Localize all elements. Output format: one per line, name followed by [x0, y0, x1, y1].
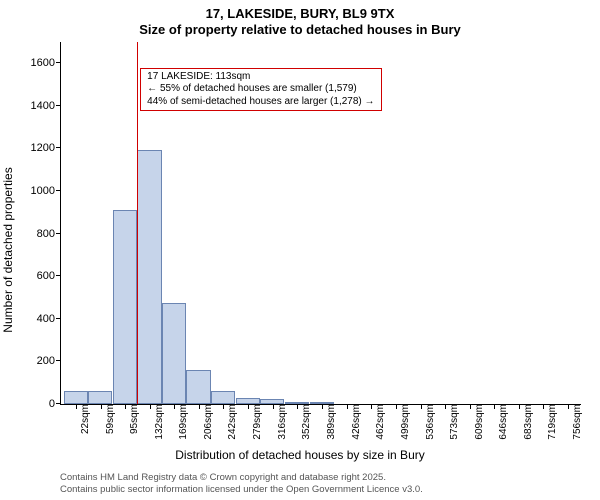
x-tick-mark: [174, 404, 175, 409]
histogram-bar: [162, 303, 186, 404]
x-tick-mark: [297, 404, 298, 409]
y-tick-mark: [56, 360, 61, 361]
x-tick-label: 756sqm: [572, 404, 583, 440]
footer-attribution: Contains HM Land Registry data © Crown c…: [60, 472, 423, 496]
x-tick-mark: [421, 404, 422, 409]
x-tick-mark: [101, 404, 102, 409]
x-tick-label: 462sqm: [375, 404, 386, 440]
x-tick-label: 206sqm: [203, 404, 214, 440]
chart-title-line1: 17, LAKESIDE, BURY, BL9 9TX: [0, 6, 600, 21]
x-tick-mark: [347, 404, 348, 409]
x-tick-label: 683sqm: [523, 404, 534, 440]
x-tick-mark: [470, 404, 471, 409]
histogram-bar: [260, 399, 284, 404]
x-tick-label: 316sqm: [277, 404, 288, 440]
y-tick-mark: [56, 233, 61, 234]
x-tick-mark: [519, 404, 520, 409]
histogram-bar: [211, 391, 235, 404]
x-tick-label: 95sqm: [129, 404, 140, 434]
x-tick-mark: [371, 404, 372, 409]
x-tick-label: 426sqm: [351, 404, 362, 440]
x-tick-label: 169sqm: [178, 404, 189, 440]
x-tick-label: 609sqm: [474, 404, 485, 440]
y-tick-label: 200: [37, 355, 55, 367]
x-tick-label: 536sqm: [425, 404, 436, 440]
histogram-bar: [113, 210, 137, 404]
histogram-bar: [236, 398, 260, 404]
histogram-bar: [186, 370, 210, 404]
histogram-bar: [285, 402, 309, 404]
x-tick-label: 22sqm: [80, 404, 91, 434]
y-tick-label: 400: [37, 313, 55, 325]
x-axis-label: Distribution of detached houses by size …: [0, 448, 600, 462]
y-tick-label: 0: [49, 398, 55, 410]
x-tick-mark: [543, 404, 544, 409]
x-tick-label: 499sqm: [400, 404, 411, 440]
x-tick-label: 132sqm: [154, 404, 165, 440]
y-tick-label: 1200: [31, 142, 55, 154]
plot-area: 0200400600800100012001400160022sqm59sqm9…: [60, 42, 581, 405]
x-tick-mark: [125, 404, 126, 409]
x-tick-label: 646sqm: [498, 404, 509, 440]
histogram-bar: [64, 391, 88, 404]
x-tick-label: 242sqm: [227, 404, 238, 440]
footer-line2: Contains public sector information licen…: [60, 484, 423, 496]
x-tick-label: 279sqm: [252, 404, 263, 440]
x-tick-mark: [150, 404, 151, 409]
y-tick-mark: [56, 403, 61, 404]
y-tick-label: 600: [37, 270, 55, 282]
x-tick-mark: [76, 404, 77, 409]
y-tick-label: 1000: [31, 185, 55, 197]
y-tick-label: 1600: [31, 57, 55, 69]
property-marker-line: [137, 42, 138, 404]
chart-title-line2: Size of property relative to detached ho…: [0, 22, 600, 37]
annotation-box: 17 LAKESIDE: 113sqm← 55% of detached hou…: [140, 68, 381, 112]
x-tick-mark: [445, 404, 446, 409]
y-tick-label: 800: [37, 228, 55, 240]
footer-line1: Contains HM Land Registry data © Crown c…: [60, 472, 423, 484]
x-tick-label: 389sqm: [326, 404, 337, 440]
x-tick-mark: [199, 404, 200, 409]
y-tick-mark: [56, 62, 61, 63]
annotation-line1: 17 LAKESIDE: 113sqm: [147, 71, 374, 84]
y-tick-mark: [56, 105, 61, 106]
x-tick-label: 573sqm: [449, 404, 460, 440]
x-tick-label: 352sqm: [301, 404, 312, 440]
y-tick-label: 1400: [31, 100, 55, 112]
annotation-line3: 44% of semi-detached houses are larger (…: [147, 96, 374, 109]
x-tick-mark: [322, 404, 323, 409]
chart-container: 17, LAKESIDE, BURY, BL9 9TX Size of prop…: [0, 0, 600, 500]
x-tick-mark: [223, 404, 224, 409]
x-tick-label: 719sqm: [547, 404, 558, 440]
x-tick-mark: [273, 404, 274, 409]
y-tick-mark: [56, 275, 61, 276]
y-tick-mark: [56, 318, 61, 319]
y-tick-mark: [56, 147, 61, 148]
x-tick-label: 59sqm: [105, 404, 116, 434]
x-tick-mark: [396, 404, 397, 409]
x-tick-mark: [248, 404, 249, 409]
histogram-bar: [310, 402, 334, 404]
x-tick-mark: [494, 404, 495, 409]
histogram-bar: [137, 150, 161, 404]
annotation-line2: ← 55% of detached houses are smaller (1,…: [147, 83, 374, 96]
histogram-bar: [88, 391, 112, 404]
y-axis-label: Number of detached properties: [1, 167, 15, 332]
x-tick-mark: [568, 404, 569, 409]
y-tick-mark: [56, 190, 61, 191]
